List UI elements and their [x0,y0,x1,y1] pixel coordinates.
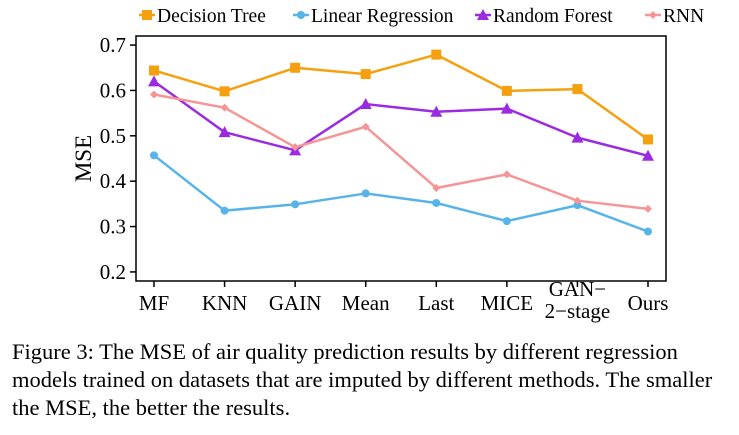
data-point-linear-regression [432,198,441,207]
x-tick-label: GAN− 2−stage [545,277,611,323]
legend-label: Random Forest [493,6,613,27]
plot-frame [135,35,667,282]
data-point-linear-regression [150,151,158,160]
chart-legend: Decision Tree Linear Regression Random For… [139,6,704,27]
data-point-rnn [150,90,158,99]
data-point-rnn [291,143,300,152]
y-tick-label: 0.2 [100,260,126,284]
data-point-decision-tree [643,134,653,145]
data-point-rnn [361,122,370,131]
y-axis: 0.2 0.3 0.4 0.5 0.6 0.7 [100,33,136,284]
legend-label: Decision Tree [157,6,266,27]
legend-item-rnn: RNN [645,6,704,27]
data-point-random-forest [642,149,654,161]
data-point-random-forest [148,75,160,87]
y-tick-label: 0.7 [100,33,126,57]
legend-label: RNN [663,6,704,27]
data-point-rnn [432,183,441,192]
data-point-linear-regression [644,227,652,236]
data-point-random-forest [218,126,231,138]
data-point-linear-regression [573,201,582,210]
x-tick-label: GAIN [269,291,322,315]
data-point-random-forest [359,98,372,110]
y-tick-label: 0.5 [100,124,126,148]
data-point-decision-tree [219,86,230,97]
legend-marker [297,11,305,19]
data-point-random-forest [430,105,443,117]
legend-item-random-forest: Random Forest [475,6,613,27]
data-point-rnn [502,170,511,179]
series-rnn [150,90,652,213]
data-point-decision-tree [431,49,442,60]
y-tick-label: 0.3 [100,215,126,239]
data-point-decision-tree [360,69,371,80]
data-point-random-forest [571,131,584,143]
data-point-rnn [573,196,582,205]
legend-marker [649,11,657,19]
data-point-random-forest [500,102,513,114]
legend-item-linear-regression: Linear Regression [293,6,454,27]
x-axis: MF KNN GAIN Mean Last MICE GAN− 2−stage Ours [139,277,669,323]
legend-marker [142,10,152,20]
y-tick-label: 0.6 [100,78,126,102]
data-point-decision-tree [572,84,583,95]
y-axis-label: MSE [71,135,96,182]
x-tick-label: KNN [202,291,248,315]
series-line-rnn [153,93,649,211]
x-tick-label: Last [418,291,454,315]
series-linear-regression [150,151,652,236]
series-line-linear-regression [153,154,649,233]
legend-label: Linear Regression [311,6,454,27]
figure-caption: Figure 3: The MSE of air quality predict… [12,339,713,420]
data-point-decision-tree [290,62,301,73]
x-tick-label: Ours [628,291,669,315]
x-tick-label: MF [139,291,169,315]
data-point-linear-regression [361,189,370,198]
data-point-linear-regression [291,200,300,209]
plot-area [135,35,667,282]
series-decision-tree [149,49,653,145]
data-point-rnn [220,103,229,112]
data-point-decision-tree [149,65,159,76]
series-layer [148,49,654,236]
data-point-linear-regression [220,206,229,215]
y-tick-label: 0.4 [100,169,127,193]
mse-line-chart: Decision Tree Linear Regression Random For… [71,6,704,323]
series-line-random-forest [153,80,649,157]
data-point-decision-tree [501,85,512,96]
legend-marker [477,9,489,20]
x-tick-label: MICE [481,291,534,315]
data-point-linear-regression [502,217,511,226]
legend-item-decision-tree: Decision Tree [139,6,266,27]
x-tick-label: Mean [342,291,390,315]
series-line-decision-tree [153,53,649,141]
data-point-rnn [644,204,652,213]
